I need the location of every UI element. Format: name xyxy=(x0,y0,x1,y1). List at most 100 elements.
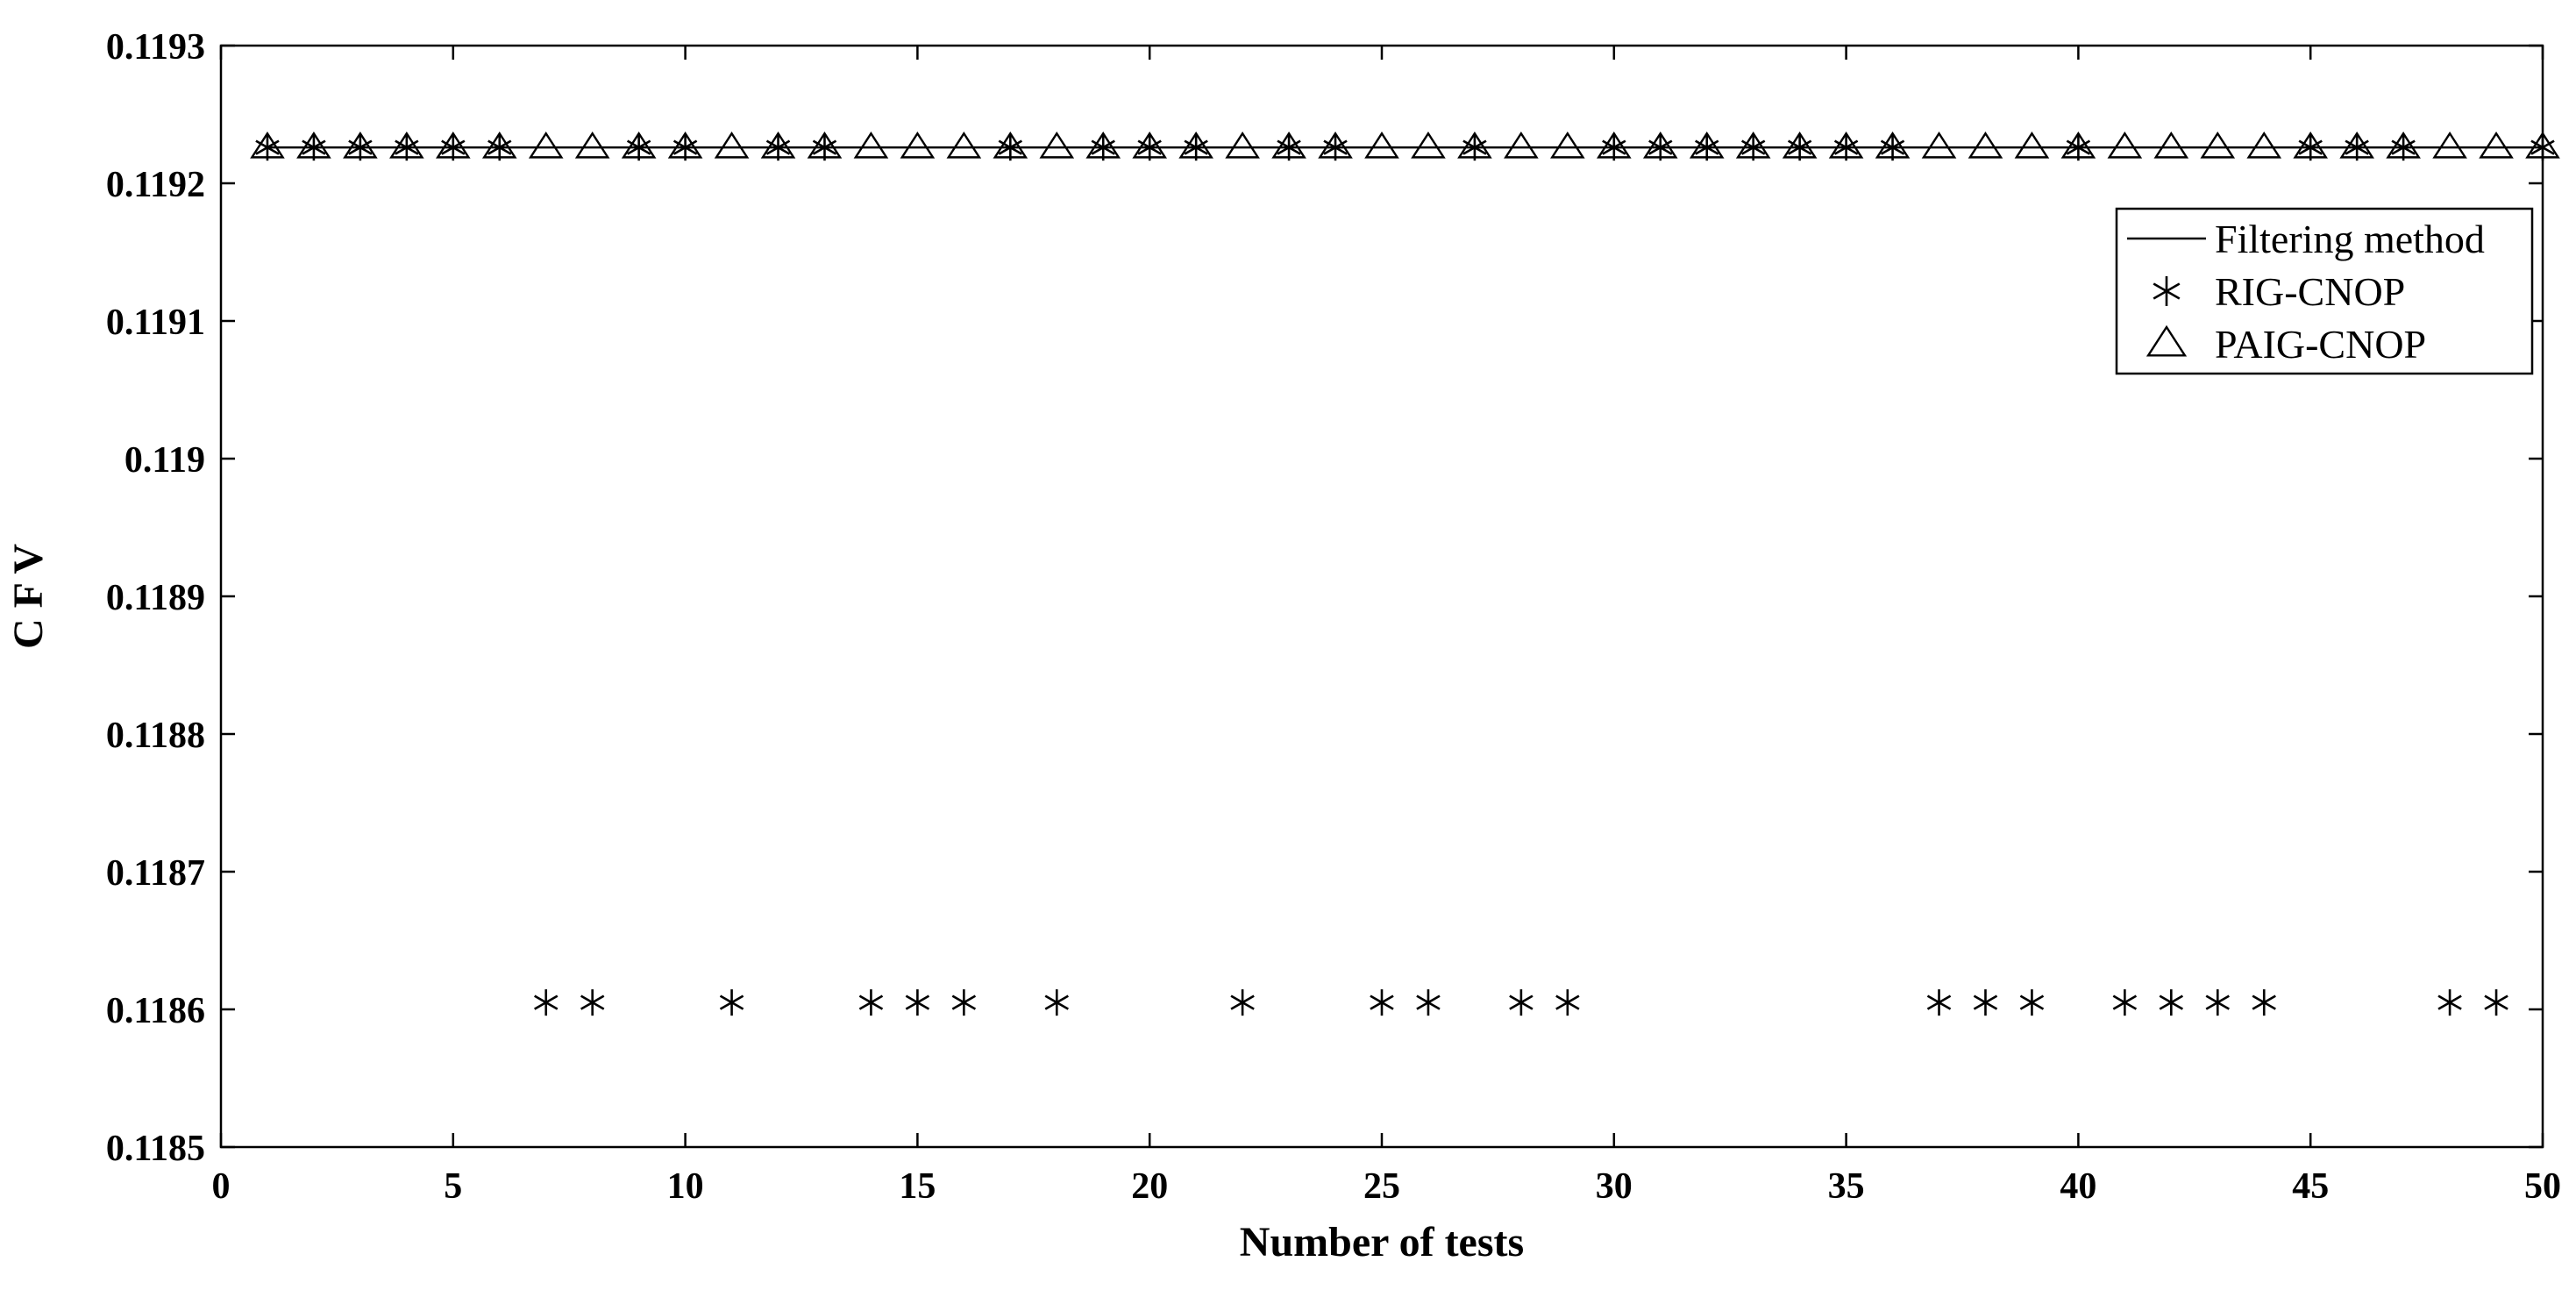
rig-cnop-point xyxy=(2298,134,2323,161)
rig-cnop-point xyxy=(1555,989,1580,1016)
paig-cnop-point xyxy=(1735,131,1771,159)
rig-cnop-point xyxy=(626,134,651,161)
paig-cnop-point xyxy=(1178,131,1213,159)
paig-cnop-point xyxy=(435,131,471,159)
series-marks xyxy=(250,131,2560,1016)
paig-cnop-point xyxy=(2293,131,2329,159)
paig-cnop-point xyxy=(2432,131,2467,159)
rig-cnop-point xyxy=(2530,134,2555,161)
paig-cnop-point xyxy=(900,131,936,159)
paig-cnop-point xyxy=(1875,131,1911,159)
rig-cnop-point xyxy=(1044,989,1069,1016)
rig-cnop-point xyxy=(905,989,930,1016)
rig-cnop-point xyxy=(1648,134,1673,161)
rig-cnop-point xyxy=(1230,989,1255,1016)
paig-cnop-point xyxy=(343,131,378,159)
paig-cnop-point xyxy=(1642,131,1678,159)
paig-cnop-point xyxy=(1318,131,1353,159)
x-tick-label: 50 xyxy=(2524,1166,2561,1207)
rig-cnop-point xyxy=(1740,134,1766,161)
rig-cnop-point xyxy=(1833,134,1859,161)
legend-label: Filtering method xyxy=(2215,217,2485,261)
rig-cnop-point xyxy=(2205,989,2230,1016)
x-tick-label: 30 xyxy=(1596,1166,1633,1207)
paig-cnop-point xyxy=(1039,131,1075,159)
rig-cnop-point xyxy=(2159,989,2184,1016)
paig-cnop-point xyxy=(481,131,517,159)
rig-cnop-point xyxy=(1880,134,1905,161)
x-tick-label: 0 xyxy=(212,1166,231,1207)
rig-cnop-point xyxy=(1462,134,1487,161)
rig-cnop-point xyxy=(858,989,884,1016)
rig-cnop-point xyxy=(2252,989,2276,1016)
y-tick-label: 0.1192 xyxy=(106,165,205,205)
paig-cnop-point xyxy=(1411,131,1446,159)
y-tick-label: 0.119 xyxy=(125,440,205,481)
y-tick-label: 0.1185 xyxy=(106,1129,205,1169)
rig-cnop-point xyxy=(765,134,791,161)
legend-triangle-swatch xyxy=(2145,324,2188,357)
legend-label: PAIG-CNOP xyxy=(2215,322,2426,367)
rig-cnop-point xyxy=(1416,989,1441,1016)
rig-cnop-point xyxy=(348,134,373,161)
rig-cnop-point xyxy=(2391,134,2416,161)
paig-cnop-point xyxy=(1596,131,1632,159)
rig-cnop-point xyxy=(441,134,466,161)
paig-cnop-point xyxy=(2525,131,2560,159)
paig-cnop-point xyxy=(389,131,424,159)
paig-cnop-point xyxy=(250,131,285,159)
rig-cnop-point xyxy=(255,134,280,161)
paig-cnop-point xyxy=(1968,131,2003,159)
paig-cnop-point xyxy=(760,131,796,159)
legend-box xyxy=(2115,207,2534,375)
paig-cnop-point xyxy=(2200,131,2236,159)
rig-cnop-point xyxy=(2484,989,2508,1016)
paig-cnop-point xyxy=(1504,131,1539,159)
y-tick-label: 0.1189 xyxy=(106,578,205,618)
legend-label: RIG-CNOP xyxy=(2215,269,2405,314)
paig-cnop-point xyxy=(1225,131,1260,159)
rig-cnop-point xyxy=(487,134,512,161)
paig-cnop-point xyxy=(1689,131,1725,159)
rig-cnop-point xyxy=(719,989,744,1016)
paig-cnop-point xyxy=(1550,131,1585,159)
rig-cnop-point xyxy=(998,134,1023,161)
rig-cnop-point xyxy=(1602,134,1626,161)
y-tick-label: 0.1187 xyxy=(106,853,205,894)
paig-cnop-point xyxy=(714,131,750,159)
x-tick-label: 25 xyxy=(1363,1166,1400,1207)
paig-cnop-point xyxy=(993,131,1028,159)
rig-cnop-point xyxy=(2437,989,2462,1016)
rig-cnop-point xyxy=(2066,134,2091,161)
paig-cnop-point xyxy=(807,131,843,159)
axis-ticks: 0 5 10 15 20 25 30 35 40 45 50 0.1185 0.1186 0.1187 0.… xyxy=(106,27,2561,1207)
y-tick-label: 0.1193 xyxy=(106,27,205,68)
rig-cnop-point xyxy=(1323,134,1348,161)
rig-cnop-point xyxy=(1277,134,1301,161)
paig-cnop-point xyxy=(1271,131,1306,159)
rig-cnop-point xyxy=(2019,989,2045,1016)
paig-cnop-point xyxy=(1132,131,1168,159)
paig-cnop-point xyxy=(946,131,982,159)
y-axis-title: C F V xyxy=(5,544,52,649)
paig-cnop-point xyxy=(1364,131,1399,159)
rig-cnop-point xyxy=(302,134,326,161)
y-tick-label: 0.1188 xyxy=(106,716,205,756)
paig-cnop-point xyxy=(2479,131,2514,159)
x-tick-label: 20 xyxy=(1131,1166,1168,1207)
legend-asterisk-swatch xyxy=(2153,276,2181,306)
x-tick-label: 45 xyxy=(2292,1166,2329,1207)
paig-cnop-point xyxy=(2153,131,2189,159)
paig-cnop-point xyxy=(2014,131,2050,159)
paig-cnop-point xyxy=(2246,131,2282,159)
rig-cnop-point xyxy=(1973,989,1998,1016)
paig-cnop-point xyxy=(1085,131,1121,159)
paig-cnop-point xyxy=(574,131,610,159)
y-tick-label: 0.1191 xyxy=(106,303,205,343)
paig-cnop-point xyxy=(1457,131,1492,159)
paig-cnop-point xyxy=(2107,131,2143,159)
x-tick-label: 5 xyxy=(444,1166,462,1207)
paig-cnop-point xyxy=(1921,131,1957,159)
rig-cnop-point xyxy=(395,134,419,161)
